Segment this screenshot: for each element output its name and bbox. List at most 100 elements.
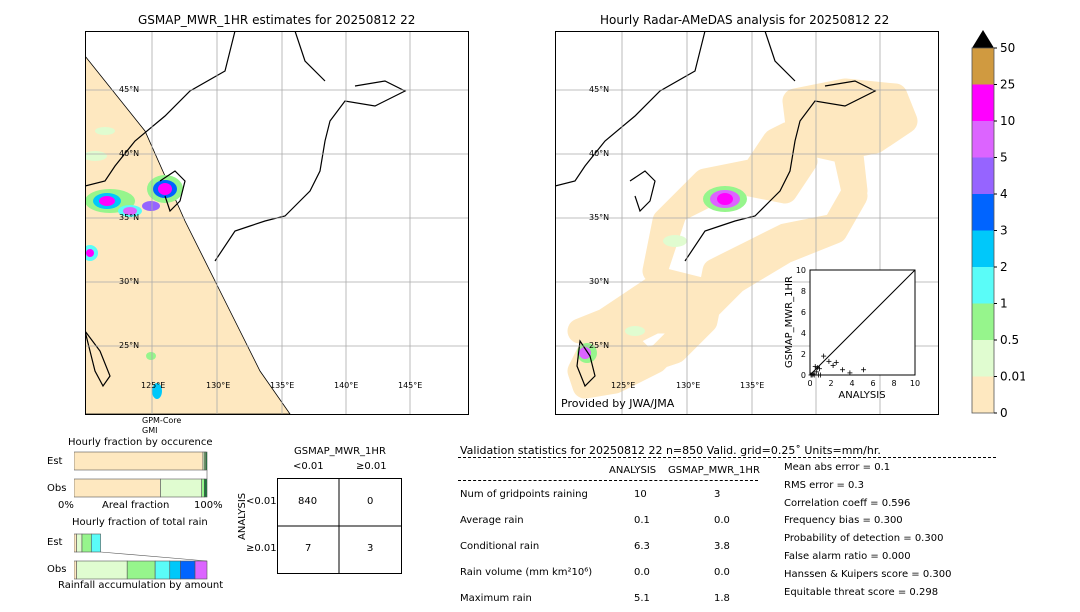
diagonal-line [809, 269, 916, 376]
data-credit: Provided by JWA/JMA [561, 397, 675, 410]
x-tick-label: 2 [828, 379, 833, 388]
colorbar-tick-label: 4 [1000, 187, 1008, 201]
rain-areas [85, 127, 183, 399]
analysis-value: 10 [634, 489, 647, 500]
score-line: Mean abs error = 0.1 [784, 462, 891, 473]
scatter-point [830, 363, 836, 369]
colorbar-tick-label: 5 [1000, 151, 1008, 165]
colorbar-tick-label: 1 [1000, 297, 1008, 311]
contingency-title: GSMAP_MWR_1HR [294, 446, 386, 457]
stat-label: Conditional rain [460, 541, 540, 552]
lat-label: 40°N [589, 149, 610, 158]
scatter-point [810, 371, 816, 377]
colorbar-tick-label: 0 [1000, 406, 1008, 420]
cell: 840 [298, 496, 318, 507]
cell: 7 [305, 543, 312, 554]
analysis-value: 0.1 [634, 515, 650, 526]
obs-label: Obs [47, 483, 67, 494]
lat-label: 30°N [119, 277, 140, 286]
scatter-point [833, 359, 839, 365]
rain-fraction-xlabel: Rainfall accumulation by amount [58, 580, 224, 591]
scatter-point [818, 372, 823, 378]
scatter-point [840, 367, 846, 373]
scatter-point [816, 366, 822, 372]
scatter-point [821, 353, 827, 359]
obs-bar-segment [194, 560, 208, 580]
gridlines [85, 31, 468, 414]
lat-label: 35°N [589, 213, 610, 222]
est-label: Est [47, 456, 63, 467]
y-tick-label: 2 [801, 350, 806, 359]
lat-label: 30°N [589, 277, 610, 286]
lon-label: 125°E [141, 381, 166, 390]
lon-label: 125°E [611, 381, 636, 390]
obs-bar-segment [126, 560, 156, 580]
colorbar-segment [972, 376, 994, 413]
axis-100: 100% [194, 500, 223, 511]
colorbar-tick-label: 2 [1000, 260, 1008, 274]
stats-header: Validation statistics for 20250812 22 n=… [460, 444, 881, 457]
score-line: RMS error = 0.3 [784, 479, 864, 491]
gsmap-value: 1.8 [714, 593, 730, 604]
score-line: False alarm ratio = 0.000 [784, 551, 911, 562]
obs-bar-segment [160, 478, 202, 498]
obs-bar-segment [154, 560, 171, 580]
lat-label: 35°N [119, 213, 140, 222]
lon-label: 135°E [740, 381, 765, 390]
right-map [555, 31, 939, 415]
lat-label: 40°N [119, 149, 140, 158]
scatter-inset: 00 2 2 4 4 6 6 8 8 10 10 ANALYSIS GSMAP_MWR_1HR [784, 266, 920, 401]
stat-label: Maximum rain [460, 593, 532, 604]
colorbar-tick-label: 0.5 [1000, 333, 1019, 347]
stat-label: Average rain [460, 515, 524, 526]
analysis-value: 5.1 [634, 593, 650, 604]
lon-label: 145°E [398, 381, 423, 390]
axis-0: 0% [58, 500, 74, 511]
est-bar-segment [76, 533, 83, 553]
est-label: Est [47, 537, 63, 548]
y-tick-label: 10 [796, 266, 806, 275]
colorbar-segment [972, 194, 994, 231]
cell: 3 [367, 543, 374, 554]
obs-bar-segment [204, 478, 208, 498]
obs-bar-segment [74, 560, 77, 580]
satellite-swath [85, 55, 291, 414]
gsmap-value: 0.0 [714, 567, 730, 578]
divider [458, 457, 996, 458]
obs-bar-segment [76, 560, 128, 580]
row-header: <0.01 [246, 496, 277, 507]
rain-areas [577, 186, 747, 363]
obs-bar-segment [180, 560, 196, 580]
score-line: Correlation coeff = 0.596 [784, 497, 911, 509]
left-map-title: GSMAP_MWR_1HR estimates for 20250812 22 [138, 13, 416, 27]
lat-label: 45°N [119, 85, 140, 94]
rain-fraction-bars [74, 533, 208, 580]
x-tick-label: 6 [870, 379, 875, 388]
x-tick-label: 4 [849, 379, 854, 388]
colorbar-tick-label: 10 [1000, 114, 1015, 128]
colorbar: 0 0.01 0.5 1 2 3 4 5 10 25 50 [971, 30, 1025, 420]
stat-label: Num of gridpoints raining [460, 489, 588, 500]
coastlines [555, 31, 877, 388]
obs-bar-segment [169, 560, 181, 580]
colorbar-segment [972, 230, 994, 267]
colorbar-tick-label: 50 [1000, 41, 1015, 55]
col-header: <0.01 [293, 461, 324, 472]
lat-label: 45°N [589, 85, 610, 94]
right-map-title: Hourly Radar-AMeDAS analysis for 2025081… [600, 13, 890, 27]
occurrence-xlabel: Areal fraction [102, 500, 170, 511]
y-tick-label: 0 [801, 371, 806, 380]
est-bar-segment [90, 533, 101, 553]
lon-label: 130°E [676, 381, 701, 390]
colorbar-segment [972, 157, 994, 194]
stats-col-header: ANALYSIS [609, 465, 657, 476]
scatter-point [813, 369, 819, 375]
colorbar-tick-label: 3 [1000, 224, 1008, 238]
sensor-label: GPM-Core [142, 416, 182, 425]
score-line: Equitable threat score = 0.298 [784, 586, 939, 598]
occurrence-title: Hourly fraction by occurence [68, 437, 213, 448]
est-bar-segment [74, 533, 77, 553]
est-bar-segment [81, 533, 92, 553]
obs-label: Obs [47, 564, 67, 575]
